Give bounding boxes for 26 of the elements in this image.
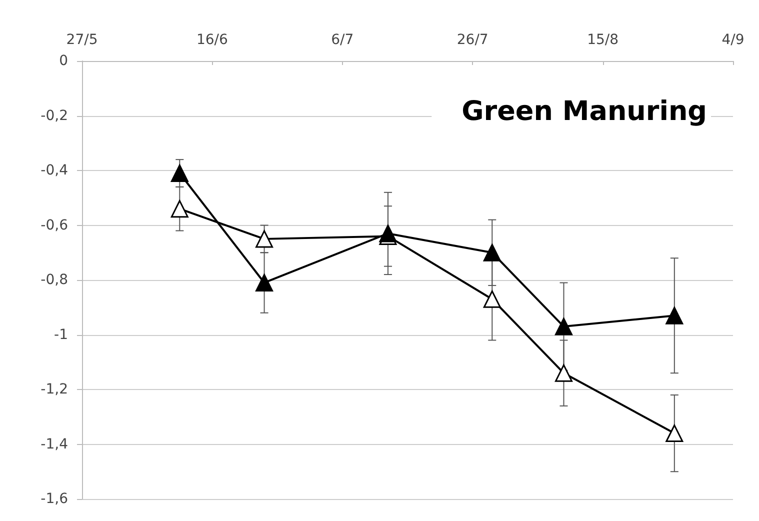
- x-tick-label: 27/5: [66, 32, 98, 48]
- x-tick-label: 4/9: [722, 32, 744, 48]
- y-tick-label: -1: [54, 326, 68, 343]
- x-tick-label: 26/7: [456, 32, 488, 48]
- y-tick-label: -0,6: [40, 217, 68, 234]
- x-tick-label: 15/8: [587, 32, 619, 48]
- y-tick-label: 0: [59, 53, 68, 69]
- point: [483, 244, 501, 262]
- x-tick-label: 6/7: [331, 32, 354, 48]
- point: [170, 200, 188, 218]
- y-tick-label: -0,2: [40, 108, 68, 124]
- x-tick-label: 16/6: [196, 32, 228, 48]
- point: [170, 164, 188, 182]
- point: [256, 230, 274, 248]
- point: [483, 290, 501, 308]
- y-tick-label: -1,6: [40, 491, 68, 507]
- point: [554, 318, 572, 336]
- point: [554, 364, 572, 382]
- text: Green Manuring: [462, 96, 707, 127]
- y-tick-label: -1,4: [40, 436, 68, 452]
- point: [666, 424, 684, 442]
- y-tick-label: -0,8: [40, 272, 68, 288]
- point: [666, 306, 684, 324]
- y-tick-label: -0,4: [40, 162, 68, 178]
- point: [256, 274, 274, 292]
- y-tick-label: -1,2: [40, 382, 68, 398]
